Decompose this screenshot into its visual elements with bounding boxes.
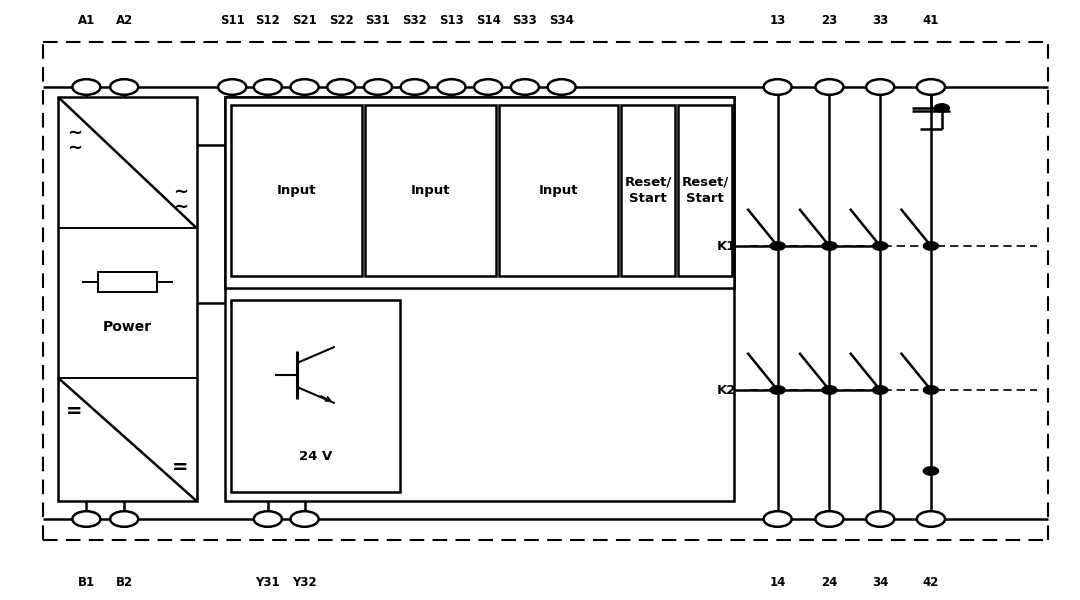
- Bar: [231, 105, 362, 276]
- Text: Reset/
Start: Reset/ Start: [624, 175, 672, 205]
- Text: Y32: Y32: [293, 575, 316, 589]
- Circle shape: [437, 79, 465, 95]
- Text: A1: A1: [78, 14, 95, 28]
- Text: S21: S21: [293, 14, 316, 28]
- Bar: [499, 105, 618, 276]
- Text: S31: S31: [366, 14, 390, 28]
- Circle shape: [72, 79, 100, 95]
- Text: 24 V: 24 V: [299, 449, 332, 463]
- Bar: [231, 300, 400, 492]
- Text: Input: Input: [539, 184, 578, 197]
- Bar: [225, 97, 734, 288]
- Text: A2: A2: [116, 14, 133, 28]
- Circle shape: [401, 79, 429, 95]
- Circle shape: [254, 511, 282, 527]
- Text: ∼: ∼: [173, 198, 188, 216]
- Circle shape: [770, 386, 785, 394]
- Text: K2: K2: [717, 383, 737, 397]
- Circle shape: [764, 511, 792, 527]
- Circle shape: [72, 511, 100, 527]
- Circle shape: [923, 242, 939, 250]
- Circle shape: [548, 79, 576, 95]
- Circle shape: [866, 511, 894, 527]
- Circle shape: [923, 467, 939, 475]
- Circle shape: [815, 79, 843, 95]
- Text: S33: S33: [513, 14, 537, 28]
- Circle shape: [873, 386, 888, 394]
- Bar: [97, 272, 158, 292]
- Text: S32: S32: [403, 14, 427, 28]
- Circle shape: [770, 242, 785, 250]
- Text: S11: S11: [220, 14, 244, 28]
- Bar: [58, 97, 197, 501]
- Text: 34: 34: [872, 575, 889, 589]
- Bar: [621, 105, 675, 276]
- Text: 24: 24: [821, 575, 838, 589]
- Text: S34: S34: [549, 14, 575, 28]
- Circle shape: [291, 511, 319, 527]
- Circle shape: [364, 79, 392, 95]
- Text: Input: Input: [410, 184, 450, 197]
- Circle shape: [917, 511, 945, 527]
- Text: 42: 42: [922, 575, 940, 589]
- Text: 33: 33: [872, 14, 889, 28]
- Circle shape: [934, 104, 949, 112]
- Circle shape: [873, 242, 888, 250]
- Circle shape: [815, 511, 843, 527]
- Text: 23: 23: [821, 14, 838, 28]
- Bar: [365, 105, 496, 276]
- Circle shape: [327, 79, 355, 95]
- Text: ∼: ∼: [173, 183, 188, 201]
- Text: S12: S12: [256, 14, 280, 28]
- Bar: [225, 97, 734, 501]
- Text: S14: S14: [475, 14, 501, 28]
- Circle shape: [917, 79, 945, 95]
- Text: B2: B2: [116, 575, 133, 589]
- Text: =: =: [66, 401, 83, 421]
- Circle shape: [474, 79, 502, 95]
- Text: Reset/
Start: Reset/ Start: [681, 175, 729, 205]
- Text: 41: 41: [922, 14, 940, 28]
- Text: ∼: ∼: [67, 139, 82, 157]
- Circle shape: [866, 79, 894, 95]
- Circle shape: [254, 79, 282, 95]
- Text: =: =: [172, 458, 189, 478]
- Text: K1: K1: [717, 239, 737, 253]
- Circle shape: [923, 386, 939, 394]
- Text: B1: B1: [78, 575, 95, 589]
- Bar: [678, 105, 732, 276]
- Circle shape: [110, 511, 138, 527]
- Circle shape: [291, 79, 319, 95]
- Text: Y31: Y31: [256, 575, 280, 589]
- Text: S22: S22: [329, 14, 353, 28]
- Circle shape: [822, 386, 837, 394]
- Text: 14: 14: [769, 575, 786, 589]
- Text: 13: 13: [769, 14, 786, 28]
- Circle shape: [110, 79, 138, 95]
- Circle shape: [218, 79, 246, 95]
- Text: ∼: ∼: [67, 124, 82, 142]
- Text: S13: S13: [440, 14, 463, 28]
- Text: Input: Input: [276, 184, 316, 197]
- Circle shape: [764, 79, 792, 95]
- Text: Power: Power: [103, 320, 152, 334]
- Circle shape: [822, 242, 837, 250]
- Circle shape: [511, 79, 539, 95]
